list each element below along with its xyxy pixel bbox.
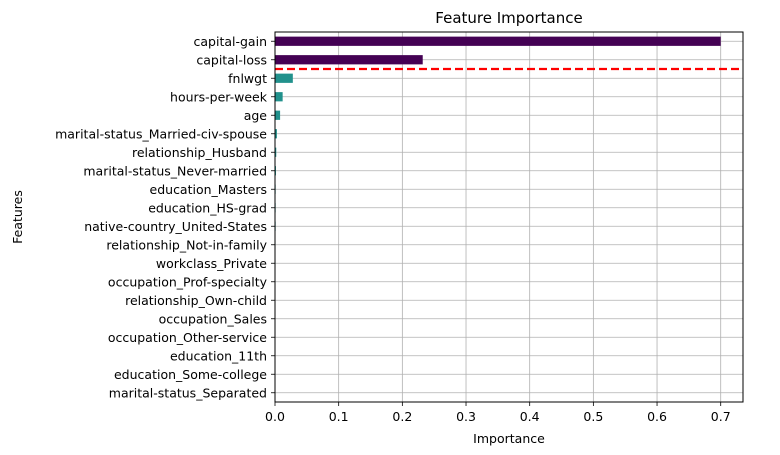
y-tick-label: marital-status_Separated (109, 385, 267, 400)
y-ticks: capital-gain capital-loss fnlwgt hours-per-… (55, 34, 275, 400)
y-tick-label: marital-status_Married-civ-spouse (55, 126, 267, 141)
y-tick-label: education_Some-college (114, 367, 267, 382)
x-ticks: 0.0 0.1 0.2 0.3 0.4 0.5 0.6 0.7 (265, 402, 731, 424)
y-tick-label: occupation_Prof-specialty (108, 274, 268, 289)
plot-frame (274, 31, 744, 403)
y-tick-label: workclass_Private (156, 256, 267, 271)
bar (275, 147, 277, 157)
y-tick-label: relationship_Own-child (125, 293, 267, 308)
y-tick-label: occupation_Sales (159, 311, 267, 326)
y-tick-label: capital-gain (194, 34, 267, 49)
y-axis-title: Features (10, 190, 25, 244)
y-tick-label: relationship_Husband (132, 145, 267, 160)
y-tick-label: relationship_Not-in-family (106, 237, 267, 252)
x-tick-label: 0.0 (265, 409, 285, 424)
x-tick-label: 0.6 (647, 409, 667, 424)
chart-title: Feature Importance (435, 9, 582, 27)
bar (275, 73, 293, 83)
x-tick-label: 0.2 (392, 409, 412, 424)
bar (275, 55, 423, 65)
y-tick-label: education_HS-grad (148, 200, 267, 215)
x-tick-label: 0.7 (711, 409, 731, 424)
x-tick-label: 0.1 (329, 409, 349, 424)
grid-lines (274, 32, 743, 402)
y-tick-label: age (244, 108, 268, 123)
x-axis-title: Importance (473, 431, 545, 446)
y-tick-label: education_Masters (150, 182, 267, 197)
bars (275, 36, 721, 398)
y-tick-label: marital-status_Never-married (83, 163, 267, 178)
x-tick-label: 0.5 (583, 409, 603, 424)
bar (275, 92, 283, 102)
bar (275, 36, 721, 46)
x-tick-label: 0.3 (456, 409, 476, 424)
y-tick-label: hours-per-week (170, 89, 268, 104)
bar (275, 129, 277, 139)
y-tick-label: occupation_Other-service (108, 330, 267, 345)
y-tick-label: capital-loss (196, 52, 267, 67)
y-tick-label: education_11th (170, 348, 267, 363)
x-tick-label: 0.4 (520, 409, 540, 424)
bar (275, 110, 281, 120)
y-tick-label: fnlwgt (228, 71, 267, 86)
y-tick-label: native-country_United-States (84, 219, 267, 234)
